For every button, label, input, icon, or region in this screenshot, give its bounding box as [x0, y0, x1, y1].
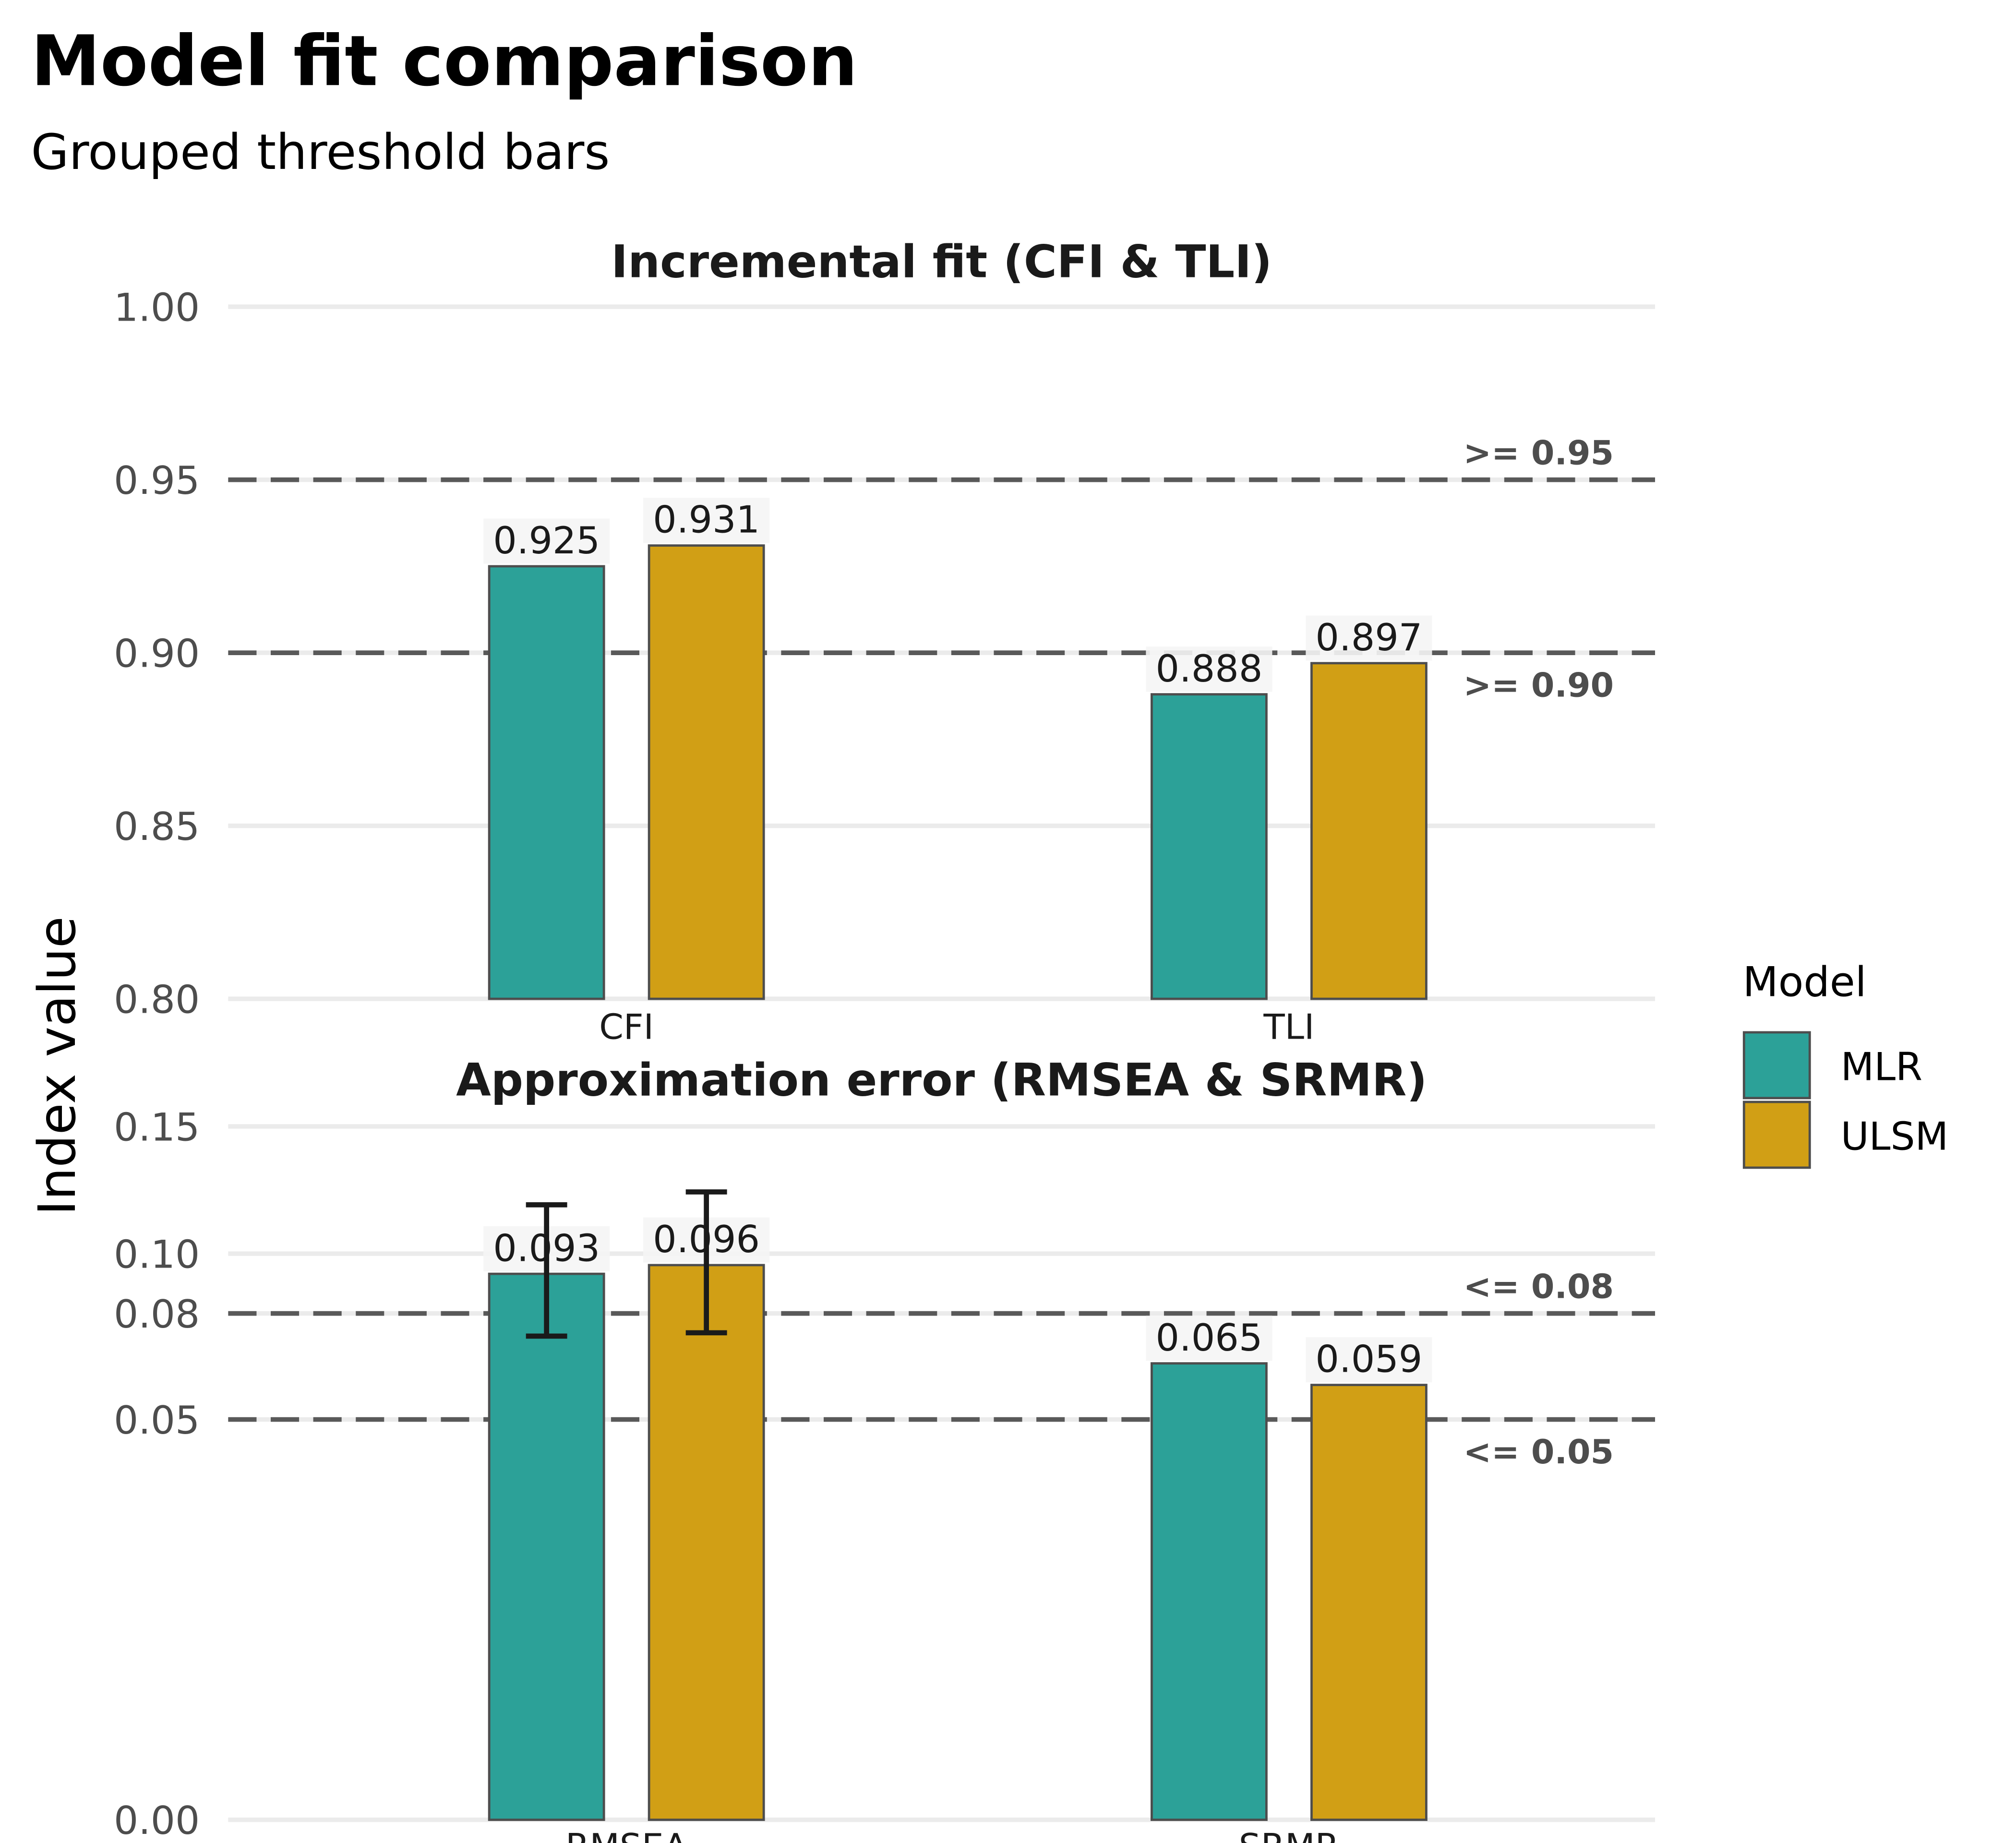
- legend: Model MLR ULSM: [1742, 958, 1948, 1169]
- panel1-y-tick-label: 0.90: [114, 631, 200, 676]
- panel2-x-tick-label-srmr: SRMR: [1239, 1827, 1339, 1843]
- panel1-y-tick-label: 0.95: [114, 458, 200, 503]
- panel1-data-label-bg: [643, 498, 770, 543]
- panel1-data-label-bg: [1306, 615, 1432, 661]
- panel2-threshold-label: <= 0.08: [1464, 1267, 1614, 1306]
- panel2-title: Approximation error (RMSEA & SRMR): [456, 1054, 1427, 1107]
- panel1-x-tick-label-cfi: CFI: [599, 1007, 654, 1047]
- panel1-data-label-ulsm-cfi: 0.931: [653, 499, 760, 542]
- panel2-data-label-bg: [1306, 1337, 1432, 1383]
- panel1-data-label-bg: [1146, 646, 1272, 692]
- panel1-bar-ulsm-tli: [1310, 662, 1428, 1000]
- panel2-bar-ulsm-srmr: [1310, 1384, 1428, 1821]
- panel1-title: Incremental fit (CFI & TLI): [611, 236, 1272, 288]
- panel1-data-label-bg: [483, 518, 610, 564]
- legend-swatch-ulsm: [1742, 1101, 1811, 1169]
- panel1-y-tick-label: 0.85: [114, 804, 200, 849]
- panel1-threshold-label: >= 0.95: [1464, 433, 1614, 472]
- legend-title: Model: [1743, 958, 1867, 1006]
- chart-subtitle: Grouped threshold bars: [31, 124, 610, 181]
- panel1-bar-mlr-cfi: [488, 565, 605, 1000]
- panel2-y-tick-label: 0.10: [114, 1232, 200, 1277]
- panel2-y-tick-label: 0.15: [114, 1105, 200, 1150]
- panel2-y-tick-label: 0.08: [114, 1292, 200, 1337]
- panel1-y-tick-label: 0.80: [114, 977, 200, 1022]
- panel1-bar-mlr-tli: [1150, 693, 1268, 1000]
- panel2-y-tick-label: 0.05: [114, 1398, 200, 1443]
- panel1-bar-ulsm-cfi: [648, 544, 765, 1000]
- panel2-threshold-label: <= 0.05: [1464, 1433, 1614, 1472]
- panel1-data-label-ulsm-tli: 0.897: [1315, 616, 1422, 659]
- panel2-bar-ulsm-rmsea: [648, 1264, 765, 1821]
- legend-swatch-mlr: [1742, 1031, 1811, 1100]
- panel1-data-label-mlr-cfi: 0.925: [493, 519, 600, 562]
- panel2-data-label-mlr-srmr: 0.065: [1155, 1316, 1262, 1360]
- chart-panels: Incremental fit (CFI & TLI) 0.80 0.85 0.90 0…: [114, 236, 1656, 1843]
- panel2-x-tick-label-rmsea: RMSEA: [565, 1827, 687, 1843]
- panel2-y-tick-label: 0.00: [114, 1798, 200, 1843]
- y-axis-label: Index value: [27, 916, 87, 1215]
- legend-label-mlr: MLR: [1841, 1044, 1922, 1089]
- panel1-data-label-mlr-tli: 0.888: [1155, 647, 1262, 691]
- panel2-bar-mlr-srmr: [1150, 1362, 1268, 1821]
- panel1-y-tick-label: 1.00: [114, 285, 200, 330]
- panel2-data-label-ulsm-srmr: 0.059: [1315, 1338, 1422, 1381]
- chart-title: Model fit comparison: [31, 21, 858, 102]
- panel1-threshold-label: >= 0.90: [1464, 666, 1614, 705]
- panel1-x-tick-label-tli: TLI: [1263, 1007, 1314, 1047]
- legend-label-ulsm: ULSM: [1841, 1113, 1948, 1159]
- panel2-bar-mlr-rmsea: [488, 1272, 605, 1821]
- panel2-data-label-bg: [1146, 1316, 1272, 1361]
